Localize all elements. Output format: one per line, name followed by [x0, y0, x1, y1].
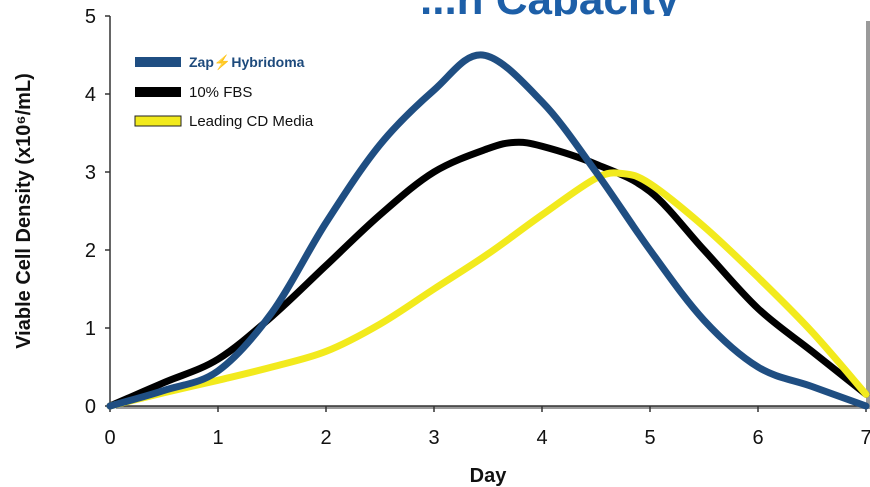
- legend-item-10-fbs: 10% FBS: [135, 84, 252, 101]
- legend-swatch-leading-cd-media: [134, 115, 182, 127]
- x-tick-label: 6: [752, 427, 763, 449]
- legend-swatch-zap-hybridoma: [135, 57, 181, 67]
- y-tick-label: 1: [85, 318, 96, 340]
- legend-label-10-fbs: 10% FBS: [189, 84, 252, 101]
- y-tick-label: 4: [85, 84, 96, 106]
- legend-swatch-10-fbs: [135, 87, 181, 97]
- y-tick-label: 0: [85, 396, 96, 418]
- legend-brand-zap: Zap: [189, 54, 214, 70]
- x-tick-label: 1: [212, 427, 223, 449]
- y-tick-label: 3: [85, 162, 96, 184]
- x-tick-label: 2: [320, 427, 331, 449]
- x-tick-label: 0: [104, 427, 115, 449]
- y-tick-label: 5: [85, 6, 96, 28]
- y-axis-ticks: 0 1 2 3 4 5: [85, 6, 110, 418]
- x-tick-label: 5: [644, 427, 655, 449]
- series-line-zap-hybridoma: [106, 51, 870, 410]
- plot-area: [109, 16, 870, 409]
- x-axis-ticks: 0 1 2 3 4 5 6 7: [104, 406, 870, 449]
- series-lines: [106, 51, 870, 410]
- x-tick-label: 4: [536, 427, 547, 449]
- legend-label-zap-hybridoma: Zap⚡Hybridoma: [189, 54, 305, 71]
- x-axis-title: Day: [470, 465, 508, 487]
- legend-label-leading-cd-media: Leading CD Media: [189, 113, 314, 130]
- legend-item-zap-hybridoma: Zap⚡Hybridoma: [135, 54, 305, 71]
- y-tick-label: 2: [85, 240, 96, 262]
- legend-brand-hybridoma: Hybridoma: [231, 54, 304, 70]
- x-tick-label: 3: [428, 427, 439, 449]
- plot-background: [110, 16, 866, 406]
- lightning-bolt-icon: ⚡: [214, 54, 231, 71]
- y-axis-title: Viable Cell Density (x10⁶/mL): [13, 73, 35, 349]
- legend-item-leading-cd-media: Leading CD Media: [134, 113, 314, 130]
- series-line-leading-cd-media: [106, 169, 870, 410]
- x-tick-label: 7: [860, 427, 870, 449]
- legend: Zap⚡Hybridoma 10% FBS Leading CD Media: [134, 54, 314, 130]
